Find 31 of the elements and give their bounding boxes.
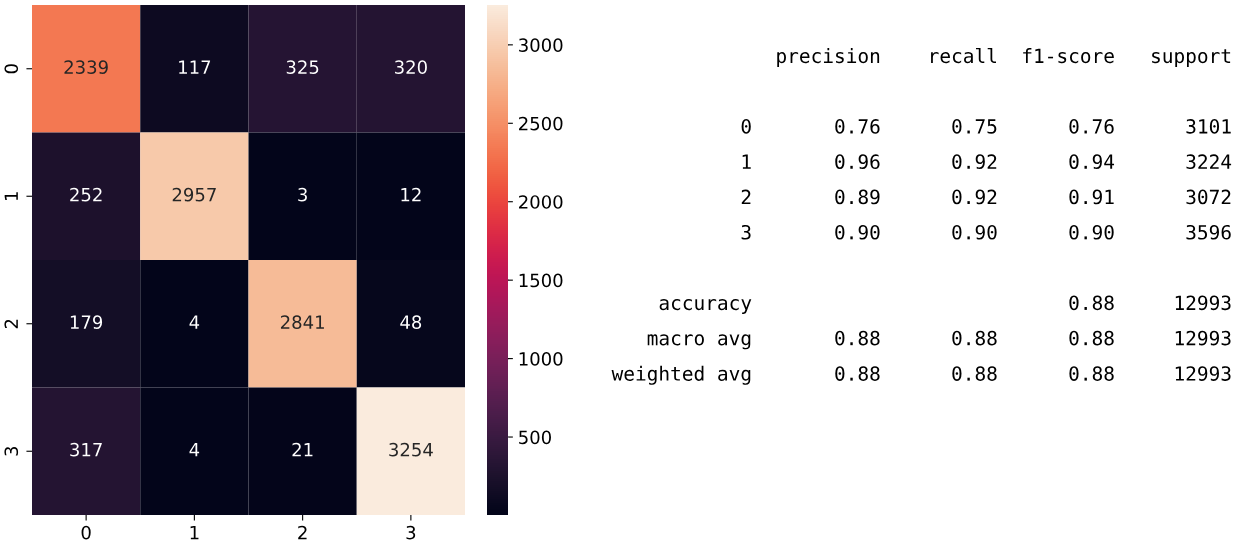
y-tick-label: 3: [4, 446, 19, 456]
x-tick-label: 0: [81, 525, 91, 540]
data-label: 3254: [389, 442, 433, 457]
color-bar-label: 1000: [519, 352, 563, 366]
data-label: 12: [401, 187, 421, 202]
color-bar-label: 500: [519, 430, 551, 445]
data-label: 2339: [64, 60, 108, 74]
data-label: 48: [400, 315, 422, 329]
color-bar-label: 3000: [519, 38, 563, 52]
y-tick-label: 2: [4, 319, 18, 329]
data-label: 4: [189, 443, 200, 457]
x-tick-label: 1: [190, 525, 199, 540]
data-label: 320: [395, 60, 427, 74]
data-label: 2841: [280, 315, 324, 329]
color-bar-label: 2000: [519, 195, 563, 209]
color-bar-label: 2500: [519, 116, 563, 131]
text: precision recall f1-score support 0 0.76 0.75 0.76 3101 1 0.96 0.92 0.94 3224 2 0.89 0.92 0.91 3072 3 0.90 0.90 0.90 3596 accuracy 0.88 12993 macro avg 0.88 0.88 0.88 12993 weighted avg 0.88 0.88 0.88 12993: [611, 48, 1232, 385]
color-bar-label: 1500: [519, 273, 563, 288]
data-label: 21: [292, 442, 313, 457]
data-label: 317: [70, 442, 102, 457]
y-tick-label: 0: [4, 64, 19, 74]
data-label: 4: [189, 315, 200, 329]
data-label: 179: [70, 315, 103, 329]
x-tick-label: 3: [406, 525, 416, 540]
data-label: 325: [286, 60, 319, 74]
y-tick-label: 1: [4, 192, 18, 201]
data-label: 3: [298, 187, 307, 202]
x-tick-label: 2: [298, 525, 307, 540]
data-label: 2957: [172, 187, 216, 202]
data-label: 117: [179, 60, 211, 74]
data-label: 252: [70, 187, 102, 202]
